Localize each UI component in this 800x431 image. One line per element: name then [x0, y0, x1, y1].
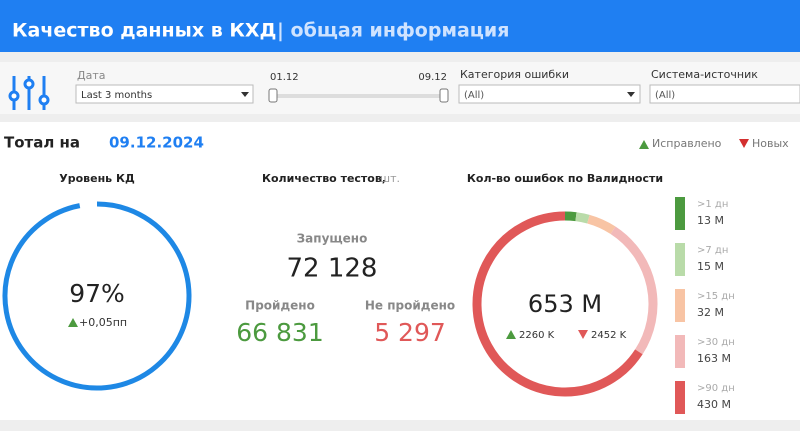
- filter-label: Система-источник: [651, 68, 758, 81]
- legend-icon: [739, 139, 749, 148]
- legend-swatch: [675, 197, 685, 230]
- donut-segment: [575, 212, 590, 224]
- fixed-icon: [506, 330, 516, 339]
- errors-new: 2452 K: [591, 330, 627, 341]
- kd-value: 97%: [69, 279, 125, 308]
- header-title: Качество данных в КХД: [12, 20, 276, 42]
- stat-value: 66 831: [236, 318, 323, 347]
- legend-value: 13 М: [697, 214, 724, 227]
- errors-fixed: 2260 K: [519, 330, 555, 341]
- dropdown-arrow: [241, 92, 249, 97]
- legend-swatch: [675, 335, 685, 368]
- stat-value: 5 297: [374, 318, 446, 347]
- header-subtitle: | общая информация: [277, 20, 509, 42]
- donut-segment: [564, 211, 577, 222]
- errors-total: 653 М: [528, 290, 602, 318]
- delta-icon: [68, 318, 78, 327]
- slider-handle[interactable]: [268, 88, 278, 103]
- legend-name: >7 дн: [697, 245, 728, 256]
- filter-label: Дата: [77, 69, 105, 82]
- legend-value: 430 М: [697, 398, 731, 411]
- panel-title: Уровень КД: [59, 172, 135, 185]
- legend-name: >90 дн: [697, 383, 735, 394]
- legend-value: 32 М: [697, 306, 724, 319]
- stat-label: Пройдено: [245, 299, 315, 313]
- dropdown-value: (All): [655, 90, 675, 101]
- donut-segment: [610, 226, 658, 355]
- panel-title: Кол-во ошибок по Валидности: [467, 172, 663, 185]
- legend-name: >15 дн: [697, 291, 735, 302]
- kd-delta: +0,05пп: [79, 316, 127, 329]
- panel-title: Количество тестов,: [262, 172, 386, 185]
- header-bar: [0, 0, 800, 52]
- slider-handle[interactable]: [439, 88, 449, 103]
- legend-label: Исправлено: [652, 137, 722, 150]
- dropdown[interactable]: [458, 84, 641, 104]
- legend-swatch: [675, 381, 685, 414]
- main-panel: [0, 122, 800, 420]
- stat-value: 72 128: [287, 254, 378, 284]
- dropdown[interactable]: [649, 84, 800, 104]
- dropdown-value: (All): [464, 90, 484, 101]
- range-end: 09.12: [418, 72, 447, 83]
- gauge-arc: [2, 201, 192, 391]
- legend-name: >30 дн: [697, 337, 735, 348]
- filter-label: Категория ошибки: [460, 68, 569, 81]
- legend-icon: [639, 140, 649, 149]
- donut-segment: [587, 214, 616, 235]
- legend-swatch: [675, 243, 685, 276]
- range-start: 01.12: [270, 72, 299, 83]
- donut-segment: [472, 211, 643, 397]
- legend-value: 15 М: [697, 260, 724, 273]
- dropdown-arrow: [627, 92, 635, 97]
- legend-swatch: [675, 289, 685, 322]
- legend-label: Новых: [752, 137, 789, 150]
- dropdown[interactable]: [75, 84, 254, 104]
- legend-value: 163 М: [697, 352, 731, 365]
- total-date: 09.12.2024: [109, 134, 204, 152]
- stat-label: Запущено: [297, 232, 368, 246]
- new-icon: [578, 330, 588, 339]
- dropdown-value: Last 3 months: [81, 90, 152, 101]
- panel-unit: шт.: [380, 172, 400, 185]
- slider-track: [274, 94, 444, 98]
- filter-icon[interactable]: [8, 76, 50, 110]
- total-label: Тотал на: [4, 134, 80, 152]
- stat-label: Не пройдено: [365, 299, 455, 313]
- legend-name: >1 дн: [697, 199, 728, 210]
